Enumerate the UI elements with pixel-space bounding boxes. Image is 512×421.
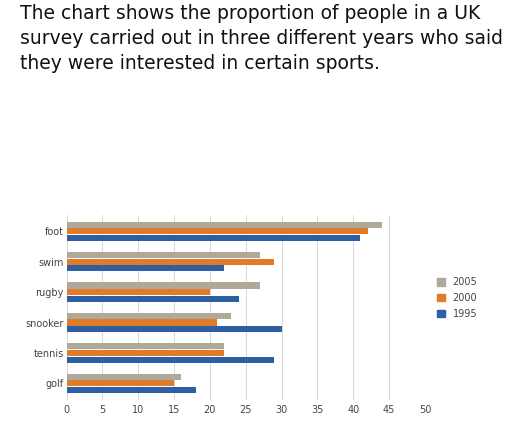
- Bar: [67, 252, 260, 258]
- Bar: [67, 296, 239, 302]
- Bar: [67, 228, 368, 234]
- Bar: [67, 259, 274, 265]
- Bar: [67, 343, 224, 349]
- Bar: [67, 320, 217, 325]
- Bar: [67, 265, 224, 272]
- Bar: [67, 357, 274, 362]
- Bar: [67, 380, 174, 386]
- Bar: [67, 289, 210, 295]
- Text: The chart shows the proportion of people in a UK
survey carried out in three dif: The chart shows the proportion of people…: [20, 4, 503, 73]
- Bar: [67, 222, 382, 228]
- Legend: 2005, 2000, 1995: 2005, 2000, 1995: [437, 277, 477, 319]
- Bar: [67, 350, 224, 356]
- Bar: [67, 282, 260, 288]
- Bar: [67, 235, 360, 241]
- Bar: [67, 326, 282, 332]
- Bar: [67, 373, 181, 380]
- Bar: [67, 387, 196, 393]
- Bar: [67, 313, 231, 319]
